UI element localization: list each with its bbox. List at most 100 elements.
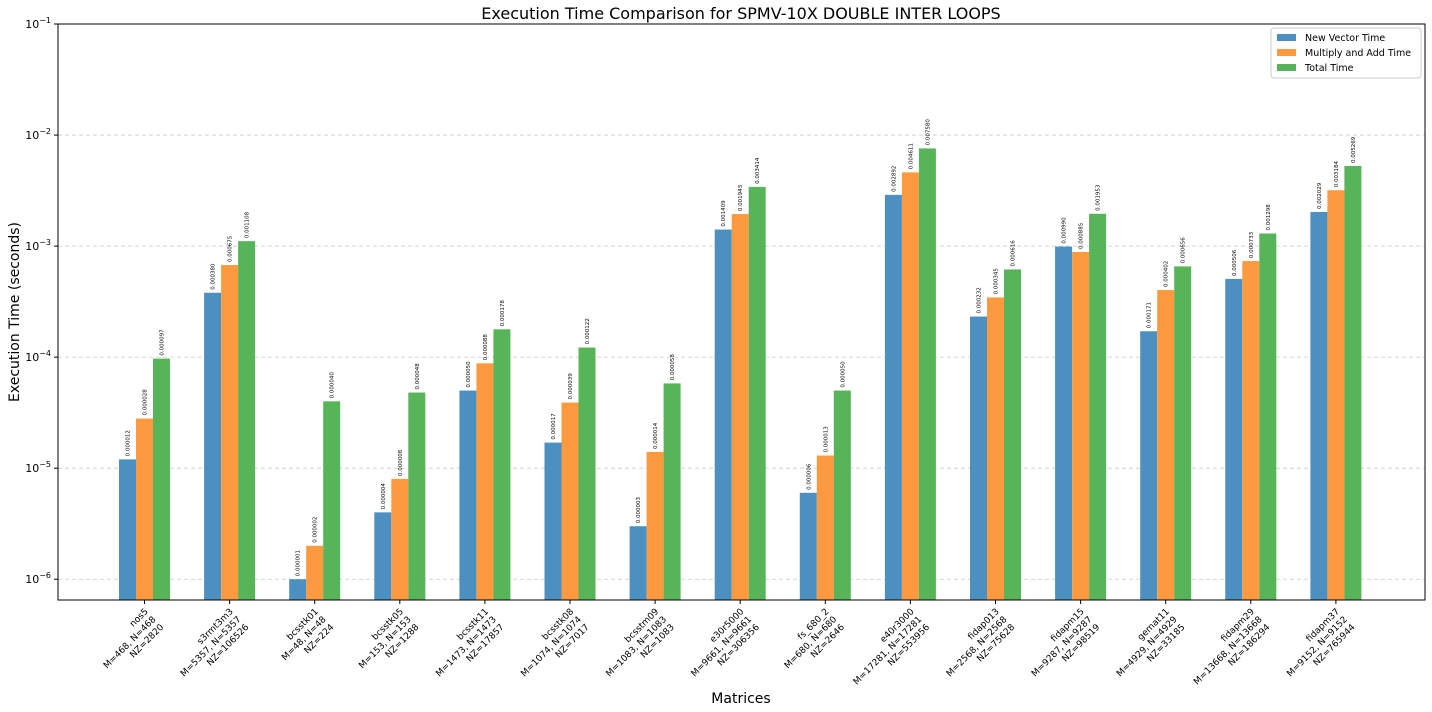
value-label: 0.000003	[636, 496, 642, 523]
bar-0-0	[119, 459, 136, 600]
value-label: 0.000171	[1147, 302, 1153, 328]
bar-2-11	[1089, 213, 1107, 600]
bar-0-5	[544, 442, 562, 600]
y-tick-label: 10−5	[25, 460, 51, 475]
y-tick-label: 10−3	[25, 238, 51, 253]
axes-frame	[57, 23, 1426, 601]
value-label: 0.000885	[1079, 222, 1085, 249]
legend-swatch	[1277, 34, 1296, 41]
value-label: 0.000656	[1181, 237, 1187, 264]
legend: New Vector Time Multiply and Add Time Tota…	[1270, 27, 1422, 79]
bar-1-11	[1072, 251, 1090, 600]
value-label: 0.001943	[738, 184, 744, 211]
value-label: 0.001298	[1266, 204, 1272, 231]
bar-1-8	[816, 455, 834, 600]
bar-2-9	[918, 148, 936, 601]
bar-0-3	[374, 512, 392, 600]
bar-0-10	[970, 316, 987, 600]
value-label: 0.003414	[755, 157, 761, 184]
value-label: 0.000088	[483, 334, 489, 361]
bar-2-14	[1344, 165, 1362, 600]
bar-2-6	[663, 383, 681, 600]
bar-2-5	[578, 347, 596, 600]
bar-1-10	[987, 297, 1004, 600]
legend-frame	[1270, 27, 1422, 79]
chart-title: Execution Time Comparison for SPMV-10X D…	[481, 4, 1000, 23]
bar-0-1	[204, 292, 222, 600]
bar-2-0	[153, 358, 170, 600]
value-label: 0.001108	[245, 211, 251, 238]
value-label: 0.000058	[670, 354, 676, 381]
y-axis-ticks: 10−6 10−5 10−4 10−3 10−2 10−1	[25, 16, 58, 586]
bar-0-13	[1225, 278, 1243, 600]
bar-1-7	[731, 214, 749, 600]
value-label: 0.001953	[1096, 184, 1102, 211]
value-label: 0.000675	[228, 235, 234, 262]
value-label: 0.000040	[330, 372, 336, 399]
value-label: 0.000002	[313, 517, 319, 543]
value-label: 0.000050	[840, 361, 846, 388]
bar-2-10	[1004, 269, 1021, 600]
bar-1-4	[476, 363, 494, 600]
y-tick-label: 10−6	[25, 571, 51, 586]
value-label: 0.000506	[1232, 249, 1238, 276]
value-label: 0.000014	[653, 422, 659, 449]
bar-0-7	[714, 229, 732, 600]
bar-1-2	[306, 545, 324, 600]
value-labels: 0.000012 0.000380 0.000001 0.000004 0.000050…	[126, 119, 1357, 577]
value-label: 0.000050	[466, 361, 472, 388]
bar-2-7	[748, 186, 766, 600]
value-label: 0.003184	[1334, 160, 1340, 187]
value-label: 0.000122	[585, 318, 591, 344]
value-label: 0.000001	[296, 550, 302, 576]
value-label: 0.000004	[381, 483, 387, 510]
legend-label: New Vector Time	[1305, 33, 1385, 44]
value-label: 0.000402	[1164, 261, 1170, 287]
bar-0-9	[884, 194, 902, 600]
bar-2-1	[238, 241, 256, 600]
y-tick-label: 10−4	[25, 349, 51, 364]
bar-2-8	[833, 390, 851, 600]
value-label: 0.000733	[1249, 231, 1255, 258]
bar-1-1	[221, 265, 239, 600]
bar-2-13	[1259, 233, 1277, 600]
value-label: 0.000008	[398, 449, 404, 476]
x-axis-label: Matrices	[711, 691, 770, 707]
bar-2-12	[1174, 266, 1192, 600]
value-label: 0.000013	[823, 426, 829, 453]
bar-0-4	[459, 390, 477, 600]
bar-1-5	[561, 402, 579, 600]
value-label: 0.000006	[806, 463, 812, 490]
legend-label: Total Time	[1304, 63, 1354, 74]
value-label: 0.000028	[143, 389, 149, 416]
y-axis-label: Execution Time (seconds)	[7, 222, 23, 402]
bar-0-12	[1140, 331, 1158, 600]
value-label: 0.000990	[1062, 217, 1068, 244]
legend-swatch	[1277, 49, 1296, 56]
bar-1-14	[1327, 190, 1345, 600]
bar-2-3	[408, 392, 426, 600]
bar-0-14	[1310, 211, 1328, 601]
value-label: 0.002029	[1317, 182, 1323, 209]
value-label: 0.000097	[160, 329, 166, 356]
bar-2-4	[493, 329, 511, 600]
bars	[119, 148, 1362, 601]
value-label: 0.000616	[1011, 240, 1017, 267]
value-label: 0.004611	[908, 143, 914, 169]
bar-1-12	[1157, 290, 1175, 600]
value-label: 0.005269	[1351, 136, 1357, 163]
value-label: 0.000380	[211, 263, 217, 290]
value-label: 0.000017	[551, 413, 557, 440]
value-label: 0.000178	[500, 300, 506, 327]
bar-1-6	[646, 451, 664, 600]
value-label: 0.000039	[568, 373, 574, 400]
value-label: 0.001409	[721, 200, 727, 227]
bar-0-6	[629, 526, 647, 600]
value-label: 0.000232	[977, 287, 983, 313]
bar-1-0	[136, 418, 153, 600]
y-tick-label: 10−2	[25, 127, 51, 142]
bar-0-2	[289, 579, 307, 600]
legend-swatch	[1277, 64, 1296, 71]
value-label: 0.000012	[126, 430, 132, 456]
